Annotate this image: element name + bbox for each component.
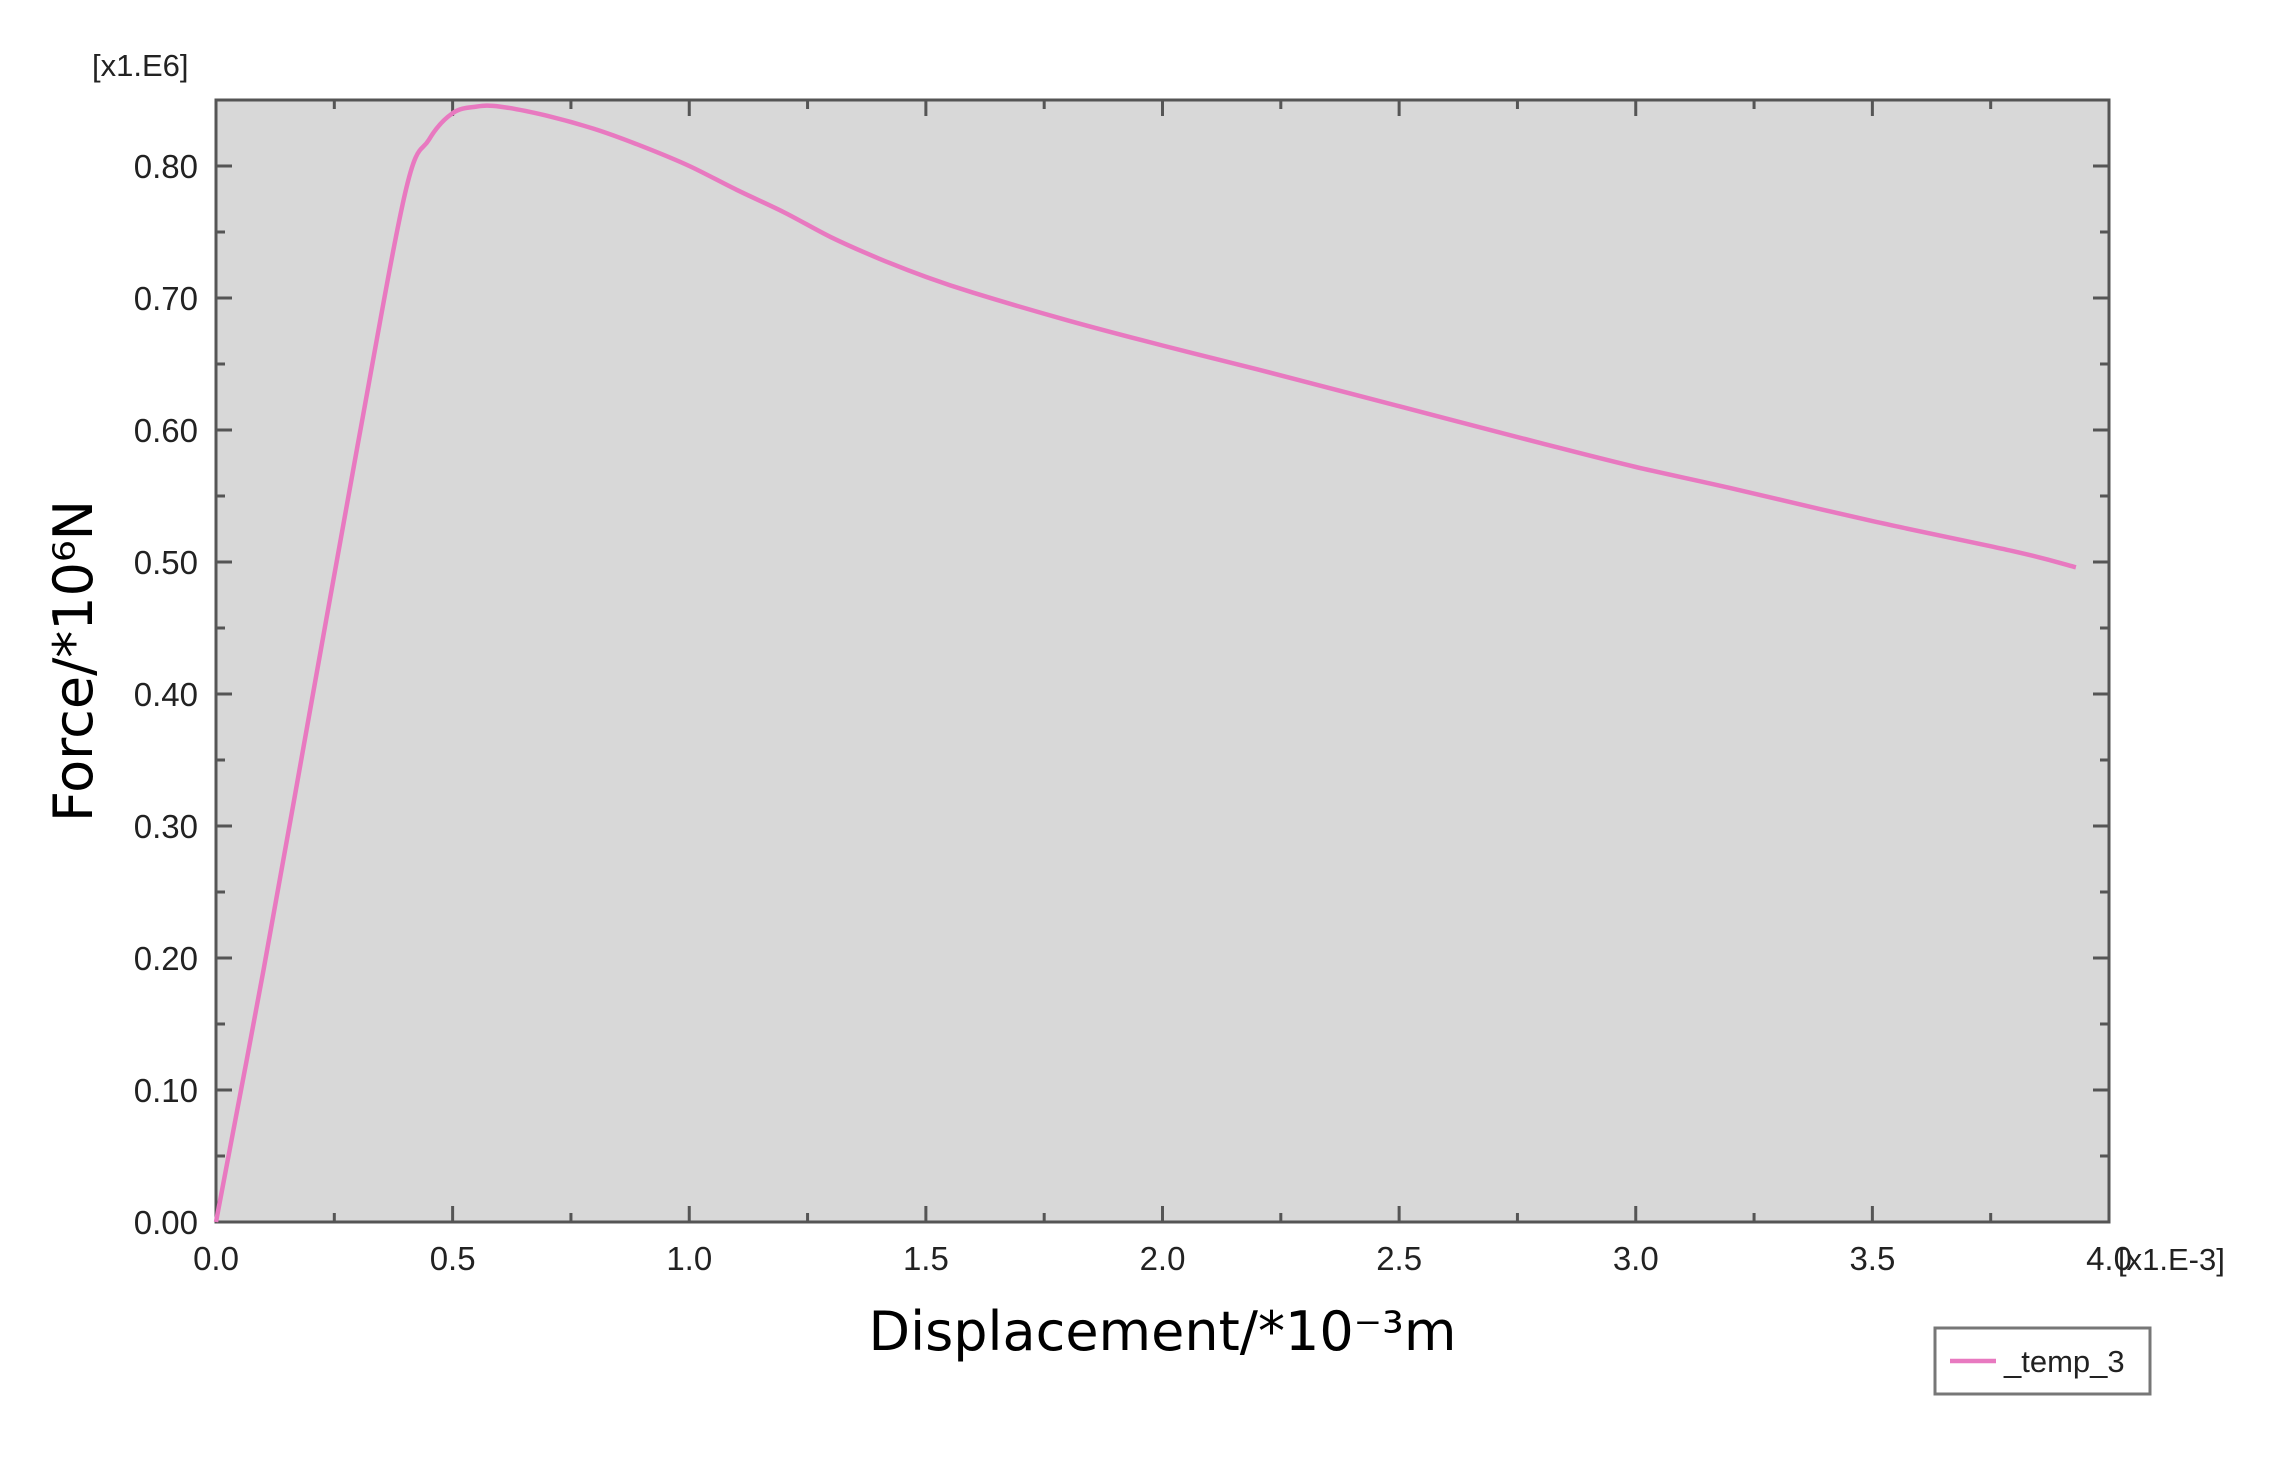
x-tick-label: 0.0 <box>193 1240 239 1277</box>
y-axis-title: Force/*10⁶N <box>42 500 105 822</box>
y-tick-label: 0.70 <box>134 280 198 317</box>
y-tick-label: 0.50 <box>134 544 198 581</box>
legend: _temp_3 <box>1933 1326 2152 1396</box>
y-tick-label: 0.80 <box>134 148 198 185</box>
x-tick-label: 2.0 <box>1140 1240 1186 1277</box>
x-tick-label: 3.0 <box>1613 1240 1659 1277</box>
legend-entry-label: _temp_3 <box>2003 1344 2125 1379</box>
y-axis-multiplier: [x1.E6] <box>92 48 189 83</box>
y-tick-label: 0.40 <box>134 676 198 713</box>
y-tick-label: 0.00 <box>134 1204 198 1241</box>
series-line <box>213 103 2077 1223</box>
y-tick-label: 0.60 <box>134 412 198 449</box>
x-tick-label: 4.0 <box>2086 1240 2132 1277</box>
series-layer <box>213 103 2077 1223</box>
x-tick-label: 0.5 <box>430 1240 476 1277</box>
tick-labels: 0.0 0.5 1.0 1.5 2.0 2.5 3.0 3.5 4.0 0.00 0.10 0.20 0… <box>134 148 2132 1277</box>
x-tick-label: 3.5 <box>1849 1240 1895 1277</box>
plot-area <box>214 98 2111 1224</box>
x-tick-label: 1.0 <box>666 1240 712 1277</box>
x-axis-title: Displacement/*10⁻³m <box>869 1300 1457 1363</box>
y-tick-label: 0.10 <box>134 1072 198 1109</box>
x-axis-multiplier: [x1.E-3] <box>2118 1242 2225 1277</box>
x-tick-label: 1.5 <box>903 1240 949 1277</box>
y-tick-label: 0.20 <box>134 940 198 977</box>
y-tick-label: 0.30 <box>134 808 198 845</box>
x-tick-label: 2.5 <box>1376 1240 1422 1277</box>
axis-ticks <box>214 98 2111 1224</box>
